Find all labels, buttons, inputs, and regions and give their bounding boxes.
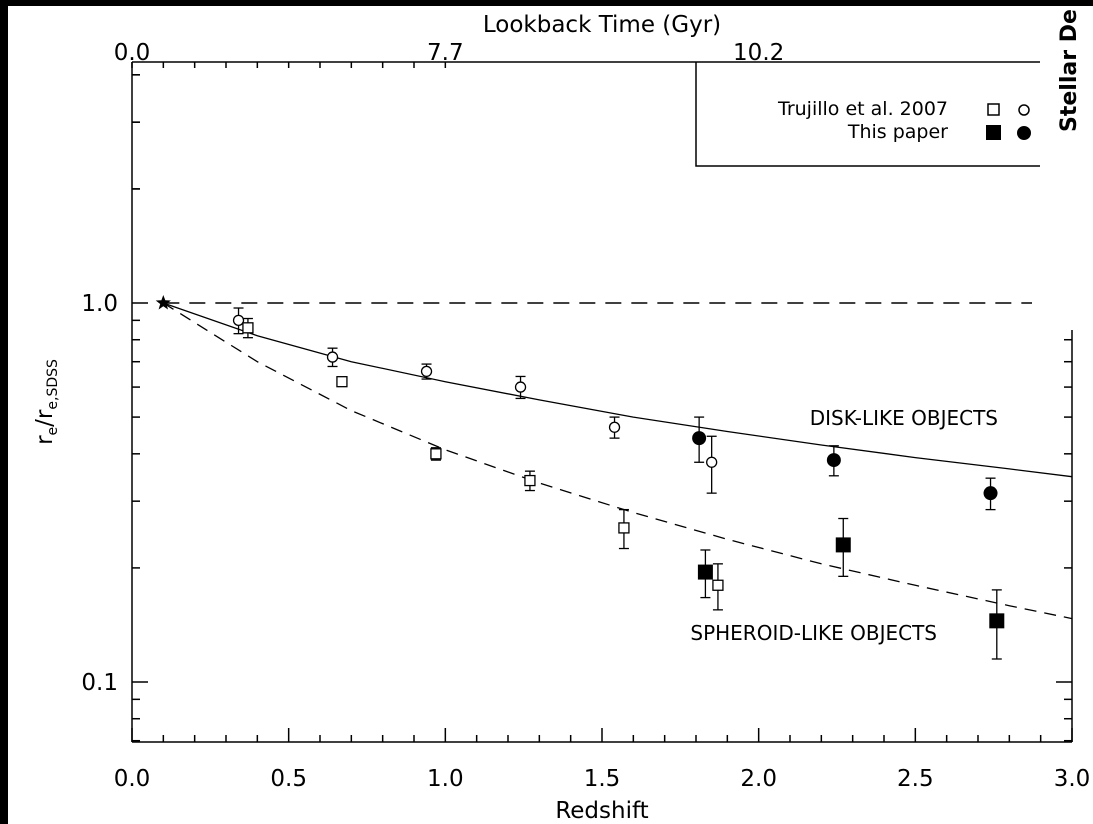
legend-box [695, 62, 1040, 167]
ticks [131, 62, 1073, 742]
data-points [232, 307, 1005, 660]
x-tick-label: 2.0 [740, 766, 777, 792]
point-open-circle [608, 421, 621, 433]
legend-label-this-paper: This paper [847, 121, 948, 143]
x-tick-label: 1.5 [584, 766, 621, 792]
point-open-circle [420, 365, 433, 378]
curves [155, 295, 1073, 620]
x-tick-label: 3.0 [1054, 766, 1091, 792]
legend-open-circle-marker [1018, 104, 1030, 116]
point-filled-square [835, 537, 851, 553]
svg-text:re/re,SDSS: re/re,SDSS [32, 359, 61, 445]
y-axis-label-sub1: e [45, 427, 61, 436]
y-axis-label: re/re,SDSS [32, 359, 61, 445]
top-tick-label: 10.2 [733, 40, 784, 66]
point-open-circle [326, 351, 339, 363]
x-tick-label: 2.5 [897, 766, 934, 792]
point-open-square [524, 474, 536, 487]
point-open-square [242, 322, 254, 334]
point-filled-circle [692, 431, 707, 446]
left-strip [0, 0, 8, 824]
side-title: Stellar De [1057, 9, 1082, 132]
point-open-square [336, 376, 348, 388]
annotation-disk: DISK-LIKE OBJECTS [810, 406, 998, 430]
x-axis-label: Redshift [555, 798, 648, 824]
point-open-circle [514, 381, 527, 393]
legend-label-trujillo: Trujillo et al. 2007 [777, 98, 948, 120]
x-tick-label: 0.0 [114, 766, 151, 792]
top-tick-label: 0.0 [114, 40, 151, 66]
point-open-circle [232, 314, 245, 326]
top-x-axis-label: Lookback Time (Gyr) [483, 12, 721, 38]
point-filled-square [989, 613, 1005, 629]
reference-star [155, 295, 171, 310]
x-tick-label: 0.5 [270, 766, 307, 792]
point-open-square [430, 448, 442, 460]
legend-open-square-marker [987, 103, 1000, 116]
top-tick-label: 7.7 [427, 40, 464, 66]
point-filled-square [697, 564, 713, 580]
legend: Trujillo et al. 2007 This paper [695, 62, 1040, 167]
tick-labels: 0.0 0.5 1.0 1.5 2.0 2.5 3.0 0.0 7.7 10.2 0.1 1.0 [81, 40, 1090, 792]
x-tick-label: 1.0 [427, 766, 464, 792]
legend-filled-square-marker [986, 125, 1001, 140]
y-axis-label-r: r [32, 435, 58, 445]
y-tick-label: 0.1 [81, 670, 118, 696]
y-axis-label-slash: /r [32, 409, 58, 427]
spheroid-curve [162, 302, 1073, 620]
point-open-circle [706, 456, 718, 468]
point-open-square [618, 522, 630, 534]
y-axis-label-sub2: e,SDSS [45, 359, 61, 410]
point-open-square [712, 579, 724, 591]
point-filled-circle [983, 486, 998, 501]
legend-filled-circle-marker [1017, 126, 1031, 140]
annotation-spheroid: SPHEROID-LIKE OBJECTS [690, 621, 937, 645]
point-filled-circle [826, 453, 841, 468]
y-tick-label: 1.0 [81, 291, 118, 317]
top-banner-2 [0, 0, 1093, 6]
disk-curve [163, 302, 1073, 478]
